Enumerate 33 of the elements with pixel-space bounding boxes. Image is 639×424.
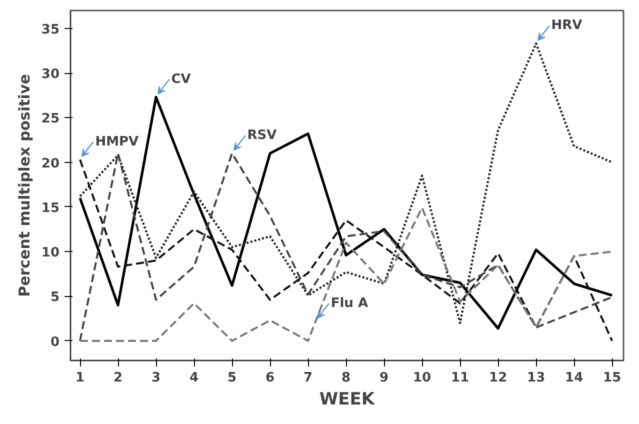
x-tick-label: 4 <box>190 370 199 386</box>
annotation: CV <box>171 72 191 87</box>
x-tick-label: 11 <box>451 370 470 386</box>
y-tick-label: 0 <box>50 334 60 350</box>
y-tick-label: 35 <box>41 22 60 38</box>
x-tick-label: 13 <box>527 370 546 386</box>
x-tick-label: 6 <box>266 370 275 386</box>
x-tick-label: 7 <box>304 370 313 386</box>
x-tick-label: 15 <box>603 370 622 386</box>
annotation: HMPV <box>95 134 139 150</box>
y-axis-title: Percent multiplex positive <box>15 74 34 297</box>
x-tick-label: 14 <box>565 370 584 386</box>
annotation: Flu A <box>330 296 368 311</box>
x-tick-label: 10 <box>413 370 432 386</box>
x-tick-label: 9 <box>380 370 389 386</box>
y-tick-label: 30 <box>41 67 60 82</box>
y-tick-label: 10 <box>41 246 60 261</box>
y-tick-label: 5 <box>50 290 60 306</box>
line-series <box>78 42 614 324</box>
x-tick-label: 12 <box>489 370 508 386</box>
y-tick-label: 25 <box>41 112 60 127</box>
annotation: RSV <box>247 128 277 143</box>
x-tick-label: 2 <box>113 370 123 386</box>
x-tick-label: 1 <box>75 370 85 386</box>
x-tick-label: 8 <box>342 370 351 386</box>
y-tick-label: 20 <box>41 156 60 172</box>
line-series <box>79 206 614 342</box>
x-tick-label: 5 <box>228 370 237 386</box>
line-series <box>78 96 614 330</box>
x-tick-label: 3 <box>151 370 161 386</box>
x-axis-title: WEEK <box>319 390 376 410</box>
annotation: HRV <box>551 18 582 34</box>
y-tick-label: 15 <box>41 200 60 216</box>
